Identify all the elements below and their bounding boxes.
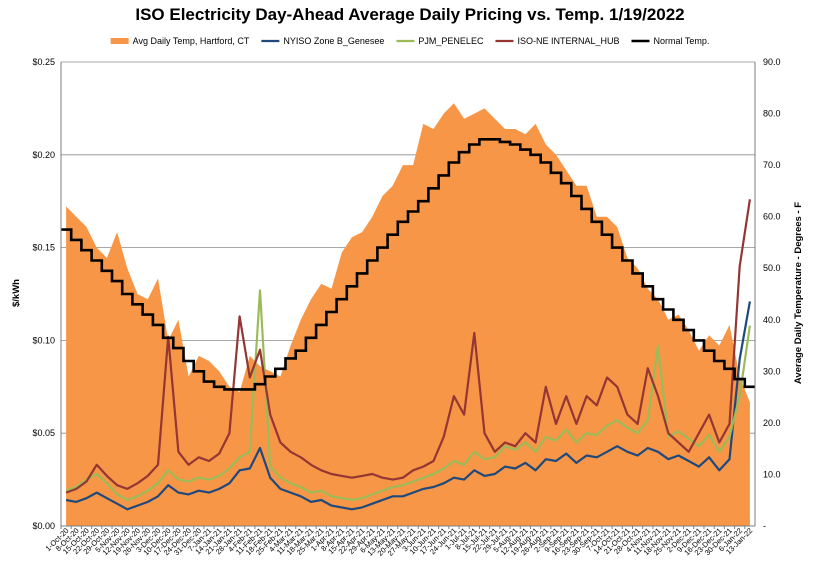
- y2-tick-label: 10.0: [763, 469, 781, 479]
- pjm-penelec-line: [65, 289, 751, 502]
- temperature-area-series: [66, 103, 750, 526]
- y2-tick-label: 30.0: [763, 366, 781, 376]
- y-axis-label: $/kWh: [11, 279, 22, 307]
- y2-tick-label: 50.0: [763, 263, 781, 273]
- normal-temp-step-line: [61, 138, 755, 391]
- legend-label-avg-daily-temp-hartford-ct: Avg Daily Temp, Hartford, CT: [133, 36, 250, 46]
- y-tick-label: $0.15: [32, 243, 55, 253]
- y2-tick-label: 90.0: [763, 57, 781, 67]
- temperature-area: [66, 103, 750, 526]
- legend-swatch-avg-daily-temp-hartford-ct: [110, 38, 129, 44]
- y-tick-label: $0.25: [32, 57, 55, 67]
- legend-label-iso-ne-internal-hub: ISO-NE INTERNAL_HUB: [517, 36, 619, 46]
- legend: Avg Daily Temp, Hartford, CT NYISO Zone B…: [110, 36, 709, 46]
- chart-title: ISO Electricity Day-Ahead Average Daily …: [135, 5, 684, 24]
- y2-axis-label: Average Daily Temperature - Degrees - F: [793, 202, 804, 384]
- legend-label-nyiso-zone-b-genesee: NYISO Zone B_Genesee: [283, 36, 384, 46]
- nyiso-zone-b-genesee-line: [65, 301, 751, 511]
- y2-tick-label: 70.0: [763, 160, 781, 170]
- legend-label-normal-temp: Normal Temp.: [653, 36, 709, 46]
- y-tick-label: $0.20: [32, 150, 55, 160]
- y2-tick-label: 40.0: [763, 315, 781, 325]
- iso-ne-internal-hub-line: [65, 199, 751, 494]
- y-tick-label: $0.00: [32, 521, 55, 531]
- y-tick-label: $0.10: [32, 335, 55, 345]
- axes: $0.00 $0.05 $0.10 $0.15 $0.20 $0.25 - 10.0 20.0 3…: [32, 57, 780, 558]
- y2-tick-label: -: [763, 521, 766, 531]
- legend-label-pjm-penelec: PJM_PENELEC: [418, 36, 484, 46]
- normal-temp-line: [61, 138, 755, 391]
- y2-tick-label: 20.0: [763, 418, 781, 428]
- y-tick-label: $0.05: [32, 428, 55, 438]
- y2-tick-label: 80.0: [763, 109, 781, 119]
- price-lines: [65, 199, 751, 511]
- y2-tick-label: 60.0: [763, 212, 781, 222]
